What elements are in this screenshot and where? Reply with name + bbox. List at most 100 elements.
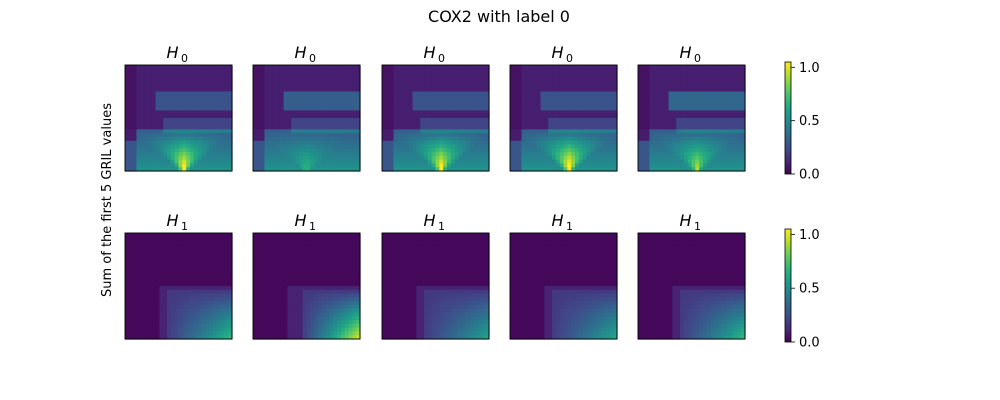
heatmap-cell [193,297,199,302]
heatmap-cell [264,87,269,93]
heatmap-cell [401,144,406,149]
heatmap-cell [151,327,157,333]
heatmap-cell [393,152,398,157]
heatmap-cell [228,148,233,153]
heatmap-cell [151,99,157,104]
heatmap-cell [264,99,269,104]
heatmap-cell [144,83,149,89]
heatmap-cell [209,331,214,336]
heatmap-cell [159,255,164,261]
heatmap-cell [125,304,130,310]
heatmap-cell [605,148,610,153]
heatmap-cell [260,110,266,115]
heatmap-cell [295,106,300,112]
heatmap-cell [408,121,414,127]
heatmap-cell [159,72,164,77]
heatmap-cell [638,140,643,146]
heatmap-cell [201,233,206,238]
heatmap-cell [317,233,323,238]
heatmap-cell [197,125,203,130]
heatmap-cell [473,76,479,81]
heatmap-cell [220,80,225,85]
heatmap-cell [302,248,308,253]
heatmap-cell [672,121,677,127]
heatmap-cell [279,125,285,130]
heatmap-cell [189,274,195,280]
heatmap-cell [201,159,206,165]
heatmap-cell [167,152,172,157]
heatmap-cell [427,99,433,104]
heatmap-cell [174,312,180,317]
heatmap-cell [178,312,183,317]
heatmap-cell [128,167,134,172]
heatmap-cell [167,80,172,85]
heatmap-cell [552,148,557,153]
heatmap-cell [321,99,327,104]
heatmap-cell [182,76,187,81]
heatmap-cell [302,263,308,268]
heatmap-cell [167,301,172,306]
heatmap-cell [132,316,138,321]
heatmap-cell [317,144,323,149]
heatmap-cell [337,106,342,112]
heatmap-cell [264,121,269,127]
heatmap-cell [186,282,191,287]
heatmap-cell [306,118,311,123]
heatmap-cell [601,144,607,149]
heatmap-cell [182,323,187,329]
heatmap-cell [205,133,210,138]
heatmap-cell [469,152,475,157]
heatmap-cell [132,114,138,119]
heatmap-cell [450,121,456,127]
heatmap-cell [431,144,437,149]
heatmap-cell [228,118,233,123]
heatmap-cell [536,133,542,138]
heatmap-cell [279,95,285,100]
heatmap-cell [695,163,700,168]
heatmap-cells [382,65,490,172]
heatmap-cell [699,87,704,93]
heatmap-cell [317,155,323,161]
heatmap-cell [209,68,214,74]
heatmap-cell [348,95,353,100]
heatmap-cell [174,76,180,81]
heatmap-cell [574,121,580,127]
heatmap-cell [264,152,269,157]
heatmap-cell [182,335,187,340]
heatmap-cell [136,308,141,314]
heatmap-cell [136,248,141,253]
heatmap-cell [699,76,704,81]
heatmap-cell [559,163,565,168]
heatmap-cell [306,99,311,104]
heatmap-cell [645,106,651,112]
heatmap-cell [212,316,218,321]
heatmap-cell [485,121,490,127]
heatmap-cell [329,114,334,119]
heatmap-cell [151,263,157,268]
heatmap-cell [205,293,210,298]
heatmap-cell [722,65,727,70]
heatmap-cell [613,99,618,104]
heatmap-cell [272,236,277,242]
heatmap-cell [151,65,157,70]
heatmap-cell [582,95,588,100]
heatmap-cell [205,278,210,283]
heatmap-cell [178,106,183,112]
heatmap-cell [186,274,191,280]
heatmap-cell [287,87,292,93]
heatmap-cell [450,148,456,153]
heatmap-cell [182,278,187,283]
heatmap-cell [140,80,145,85]
heatmap-cell [344,72,350,77]
heatmap-cell [333,125,338,130]
heatmap-cell [256,83,262,89]
heatmap-cell [189,106,195,112]
heatmap-cell [186,236,191,242]
heatmap-cell [510,83,515,89]
heatmap-cell [128,323,134,329]
heatmap-cell [178,323,183,329]
heatmap-cell [382,72,387,77]
heatmap-cell [253,80,258,85]
heatmap-cell [220,244,225,249]
heatmap-cell [132,118,138,123]
